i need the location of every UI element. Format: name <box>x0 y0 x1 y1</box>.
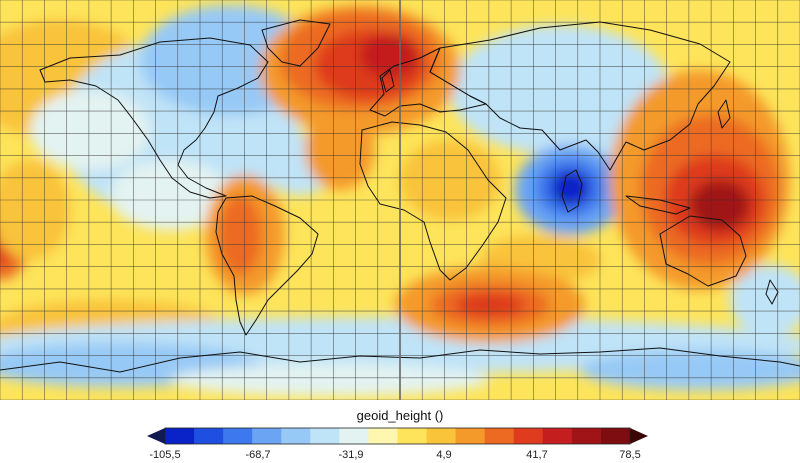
geoid-map <box>0 0 800 400</box>
colorbar-tick-label: -68,7 <box>245 449 270 461</box>
field-patch <box>30 90 150 170</box>
colorbar-swatch <box>542 428 573 444</box>
colorbar-swatch <box>165 428 195 444</box>
colorbar-swatch <box>281 428 311 444</box>
coast-japan <box>717 99 731 129</box>
colorbar-tick-label: 78,5 <box>619 449 640 461</box>
coast-uk <box>381 69 395 93</box>
colorbar-legend: geoid_height () -105,5 -68,7 -31,9 4,9 41,7 7… <box>0 400 800 463</box>
colorbar: -105,5 -68,7 -31,9 4,9 41,7 78,5 <box>147 427 648 461</box>
coast-madagascar <box>561 169 583 213</box>
field-patch <box>0 160 70 260</box>
field-patch <box>360 33 420 77</box>
colorbar-tick-label: 4,9 <box>436 449 451 461</box>
colorbar-tick-label: 41,7 <box>526 449 547 461</box>
field-patch <box>550 170 590 206</box>
colorbar-swatch <box>513 428 544 444</box>
coast-new-zealand <box>765 279 779 305</box>
coast-south-america <box>215 195 319 336</box>
coast-antarctica <box>0 347 800 373</box>
coast-asia <box>429 21 731 171</box>
field-patch <box>580 350 800 390</box>
colorbar-swatch <box>455 428 486 444</box>
colorbar-swatch <box>426 428 457 444</box>
colorbar-frame <box>164 427 631 445</box>
colorbar-tick-label: -105,5 <box>149 449 180 461</box>
field-patch <box>170 364 490 396</box>
legend-title: geoid_height () <box>356 408 444 423</box>
colorbar-swatch <box>310 428 340 444</box>
field-patch <box>730 265 800 335</box>
colorbar-tick-label: -31,9 <box>338 449 363 461</box>
colorbar-swatch <box>194 428 224 444</box>
field-patch <box>218 195 262 275</box>
geoid-height-field <box>0 0 800 400</box>
colorbar-swatch <box>600 428 631 444</box>
field-patch <box>400 140 500 220</box>
colorbar-swatch <box>252 428 282 444</box>
coast-africa <box>359 121 507 281</box>
field-patch <box>305 110 375 190</box>
colorbar-swatch <box>571 428 602 444</box>
colorbar-swatch <box>368 428 398 444</box>
field-patch <box>455 293 525 317</box>
coast-north-america <box>39 37 269 199</box>
colorbar-swatch <box>397 428 428 444</box>
colorbar-swatch <box>339 428 369 444</box>
colorbar-high-arrow <box>630 428 648 444</box>
colorbar-swatch <box>223 428 253 444</box>
coast-australia <box>659 215 747 287</box>
coast-greenland <box>261 19 331 67</box>
colorbar-low-arrow <box>147 428 165 444</box>
coastlines <box>0 19 800 373</box>
colorbar-swatch <box>484 428 515 444</box>
coast-indonesia <box>625 195 691 215</box>
